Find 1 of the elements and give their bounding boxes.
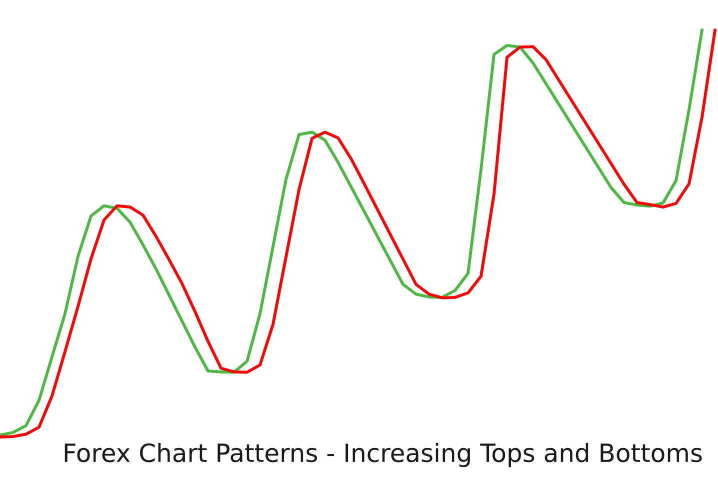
text: Forex Chart Patterns - Increasing Tops and Bottoms	[64, 442, 702, 468]
